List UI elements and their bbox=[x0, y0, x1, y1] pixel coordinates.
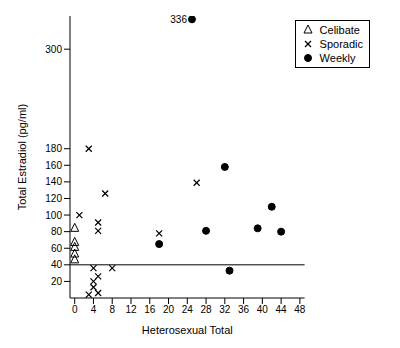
svg-text:Heterosexual Total: Heterosexual Total bbox=[142, 324, 233, 336]
svg-text:60: 60 bbox=[51, 243, 63, 254]
svg-text:8: 8 bbox=[109, 304, 115, 315]
svg-text:24: 24 bbox=[182, 304, 194, 315]
svg-text:44: 44 bbox=[276, 304, 288, 315]
svg-text:0: 0 bbox=[72, 304, 78, 315]
html-text:Celibate: Celibate bbox=[319, 24, 360, 36]
svg-text:20: 20 bbox=[51, 276, 63, 287]
svg-text:48: 48 bbox=[294, 304, 306, 315]
html-text:Sporadic: Sporadic bbox=[319, 38, 363, 50]
svg-text:32: 32 bbox=[219, 304, 231, 315]
svg-text:40: 40 bbox=[51, 259, 63, 270]
svg-text:4: 4 bbox=[91, 304, 97, 315]
svg-text:80: 80 bbox=[51, 226, 63, 237]
svg-text:Total Estradiol (pg/ml): Total Estradiol (pg/ml) bbox=[16, 104, 28, 210]
svg-text:120: 120 bbox=[45, 193, 62, 204]
svg-text:180: 180 bbox=[45, 143, 62, 154]
svg-text:20: 20 bbox=[163, 304, 175, 315]
svg-text:300: 300 bbox=[45, 44, 62, 55]
svg-text:16: 16 bbox=[144, 304, 156, 315]
svg-text:36: 36 bbox=[238, 304, 250, 315]
svg-text:160: 160 bbox=[45, 160, 62, 171]
svg-text:140: 140 bbox=[45, 176, 62, 187]
html-text:Weekly: Weekly bbox=[319, 52, 356, 64]
svg-text:12: 12 bbox=[125, 304, 137, 315]
svg-text:28: 28 bbox=[200, 304, 212, 315]
svg-text:100: 100 bbox=[45, 210, 62, 221]
svg-text:336: 336 bbox=[170, 14, 187, 25]
svg-text:40: 40 bbox=[257, 304, 269, 315]
